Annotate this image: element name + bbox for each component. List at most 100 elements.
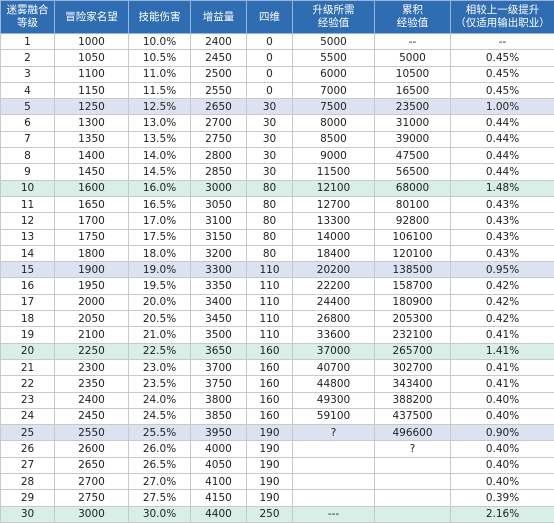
table-cell: 26800 — [293, 311, 375, 327]
table-cell: 180900 — [375, 294, 451, 310]
table-cell: 0.43% — [451, 213, 554, 229]
table-cell: 19 — [1, 327, 55, 343]
table-cell: 12700 — [293, 196, 375, 212]
table-cell: 23.5% — [129, 376, 191, 392]
column-header: 迷雾融合等级 — [1, 1, 55, 34]
table-cell: -- — [451, 34, 554, 50]
table-cell: 2550 — [55, 425, 129, 441]
table-cell: 30 — [247, 164, 293, 180]
table-cell: 0.40% — [451, 457, 554, 473]
table-cell: 6 — [1, 115, 55, 131]
table-cell: 160 — [247, 376, 293, 392]
table-cell: 2650 — [55, 457, 129, 473]
table-cell: 4000 — [191, 441, 247, 457]
table-cell: 17.5% — [129, 229, 191, 245]
table-cell: 13.5% — [129, 131, 191, 147]
table-cell: 10.5% — [129, 50, 191, 66]
table-cell — [293, 490, 375, 506]
table-cell: 3750 — [191, 376, 247, 392]
table-cell: 8500 — [293, 131, 375, 147]
table-cell: 160 — [247, 359, 293, 375]
table-cell: 16 — [1, 278, 55, 294]
table-cell: 18.0% — [129, 245, 191, 261]
table-cell: 6000 — [293, 66, 375, 82]
table-cell: 39000 — [375, 131, 451, 147]
table-cell: 16500 — [375, 82, 451, 98]
table-cell: 1300 — [55, 115, 129, 131]
table-cell: ? — [293, 425, 375, 441]
table-cell: 16.0% — [129, 180, 191, 196]
table-cell: --- — [293, 506, 375, 522]
table-cell: 19.0% — [129, 262, 191, 278]
table-cell: 1700 — [55, 213, 129, 229]
table-cell: 1.48% — [451, 180, 554, 196]
table-cell: 3800 — [191, 392, 247, 408]
table-cell: 0 — [247, 50, 293, 66]
table-cell — [375, 474, 451, 490]
table-cell: 1250 — [55, 99, 129, 115]
table-cell: 22.5% — [129, 343, 191, 359]
table-cell: 5000 — [293, 34, 375, 50]
table-cell: 0.95% — [451, 262, 554, 278]
table-cell: 0.41% — [451, 376, 554, 392]
table-cell: 3000 — [55, 506, 129, 522]
header-line: 增益量 — [191, 11, 246, 24]
table-cell: 1400 — [55, 148, 129, 164]
table-cell: 2750 — [55, 490, 129, 506]
table-cell: 1600 — [55, 180, 129, 196]
table-cell: 7 — [1, 131, 55, 147]
table-cell — [375, 457, 451, 473]
table-cell: 2100 — [55, 327, 129, 343]
table-cell: 20.5% — [129, 311, 191, 327]
table-cell: 1.41% — [451, 343, 554, 359]
table-cell: 232100 — [375, 327, 451, 343]
header-line: 经验值 — [375, 17, 450, 30]
table-cell: 11.0% — [129, 66, 191, 82]
table-cell: 26.0% — [129, 441, 191, 457]
table-cell: 11.5% — [129, 82, 191, 98]
table-cell: 33600 — [293, 327, 375, 343]
column-header: 增益量 — [191, 1, 247, 34]
table-cell: 27 — [1, 457, 55, 473]
column-header: 技能伤害 — [129, 1, 191, 34]
table-cell — [375, 490, 451, 506]
table-cell: 2300 — [55, 359, 129, 375]
table-cell: 5500 — [293, 50, 375, 66]
table-cell: -- — [375, 34, 451, 50]
table-cell: 496600 — [375, 425, 451, 441]
table-cell: 13.0% — [129, 115, 191, 131]
table-cell: 2700 — [191, 115, 247, 131]
table-cell: 9000 — [293, 148, 375, 164]
table-cell: 0.40% — [451, 392, 554, 408]
table-cell: 160 — [247, 392, 293, 408]
table-cell: 1.00% — [451, 99, 554, 115]
table-cell: 2350 — [55, 376, 129, 392]
table-cell: 4050 — [191, 457, 247, 473]
table-cell: 47500 — [375, 148, 451, 164]
table-cell: ? — [375, 441, 451, 457]
table-cell: 12 — [1, 213, 55, 229]
table-cell: 80100 — [375, 196, 451, 212]
table-cell: 2400 — [55, 392, 129, 408]
table-cell: 4150 — [191, 490, 247, 506]
table-cell: 80 — [247, 229, 293, 245]
table-cell: 3400 — [191, 294, 247, 310]
table-cell: 437500 — [375, 408, 451, 424]
table-cell — [293, 441, 375, 457]
table-cell: 28 — [1, 474, 55, 490]
column-header: 累积经验值 — [375, 1, 451, 34]
table-cell: 10 — [1, 180, 55, 196]
table-cell: 37000 — [293, 343, 375, 359]
table-cell: 110 — [247, 278, 293, 294]
